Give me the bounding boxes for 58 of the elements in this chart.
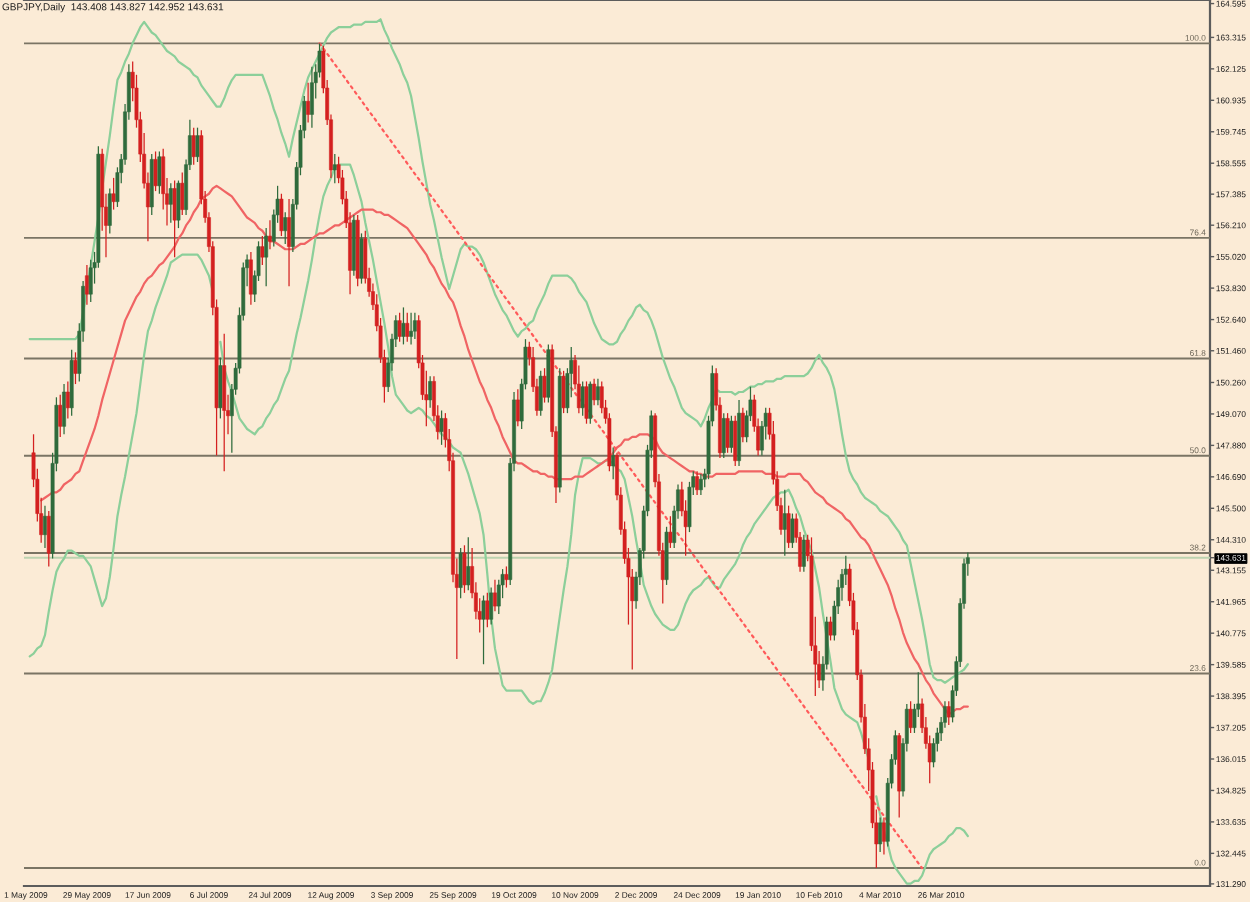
candlestick [668,515,673,549]
candlestick [195,127,200,163]
candlestick [664,526,669,586]
candlestick [332,153,337,184]
candlestick [397,312,402,343]
candlestick [157,150,162,195]
candlestick [405,312,410,343]
candlestick [584,380,589,425]
candlestick [721,412,726,459]
candlestick [268,219,272,250]
candlestick [908,700,913,734]
candlestick [946,700,951,726]
candlestick [485,592,490,628]
candlestick [401,306,406,346]
candlestick [698,473,703,496]
candlestick [546,343,551,404]
candlestick [107,187,112,235]
candlestick [191,127,196,166]
candlestick [428,375,433,409]
candlestick [580,380,585,417]
candlestick [588,380,593,425]
candlestick [481,594,486,665]
candlestick [310,66,314,129]
candlestick [218,356,223,420]
candlestick [828,616,833,642]
candlestick [458,547,463,599]
candlestick [504,565,509,589]
candlestick [462,544,467,594]
candlestick [172,179,177,258]
candlestick [729,415,734,454]
candlestick [733,415,738,467]
candlestick [542,367,547,404]
candlestick [561,370,566,414]
candlestick [58,394,63,438]
candlestick [149,153,154,216]
candlestick [489,586,494,626]
candlestick [176,179,181,229]
candlestick [283,211,288,245]
candlestick [222,333,227,472]
candlestick [801,534,806,573]
candlestick [73,351,78,385]
candlestick [725,412,730,454]
candlestick [306,82,311,124]
candlestick [153,150,158,192]
line-series [318,42,924,870]
candlestick [111,177,116,211]
candlestick [46,510,51,568]
candlestick [409,312,413,346]
candlestick [439,409,444,446]
candlestick [786,505,791,549]
candlestick [180,171,185,216]
candlestick [695,470,699,496]
candlestick [279,193,284,237]
candlestick [260,235,265,266]
candlestick [287,198,291,287]
candlestick [611,446,616,480]
candlestick [737,399,741,467]
candlestick [466,536,471,591]
